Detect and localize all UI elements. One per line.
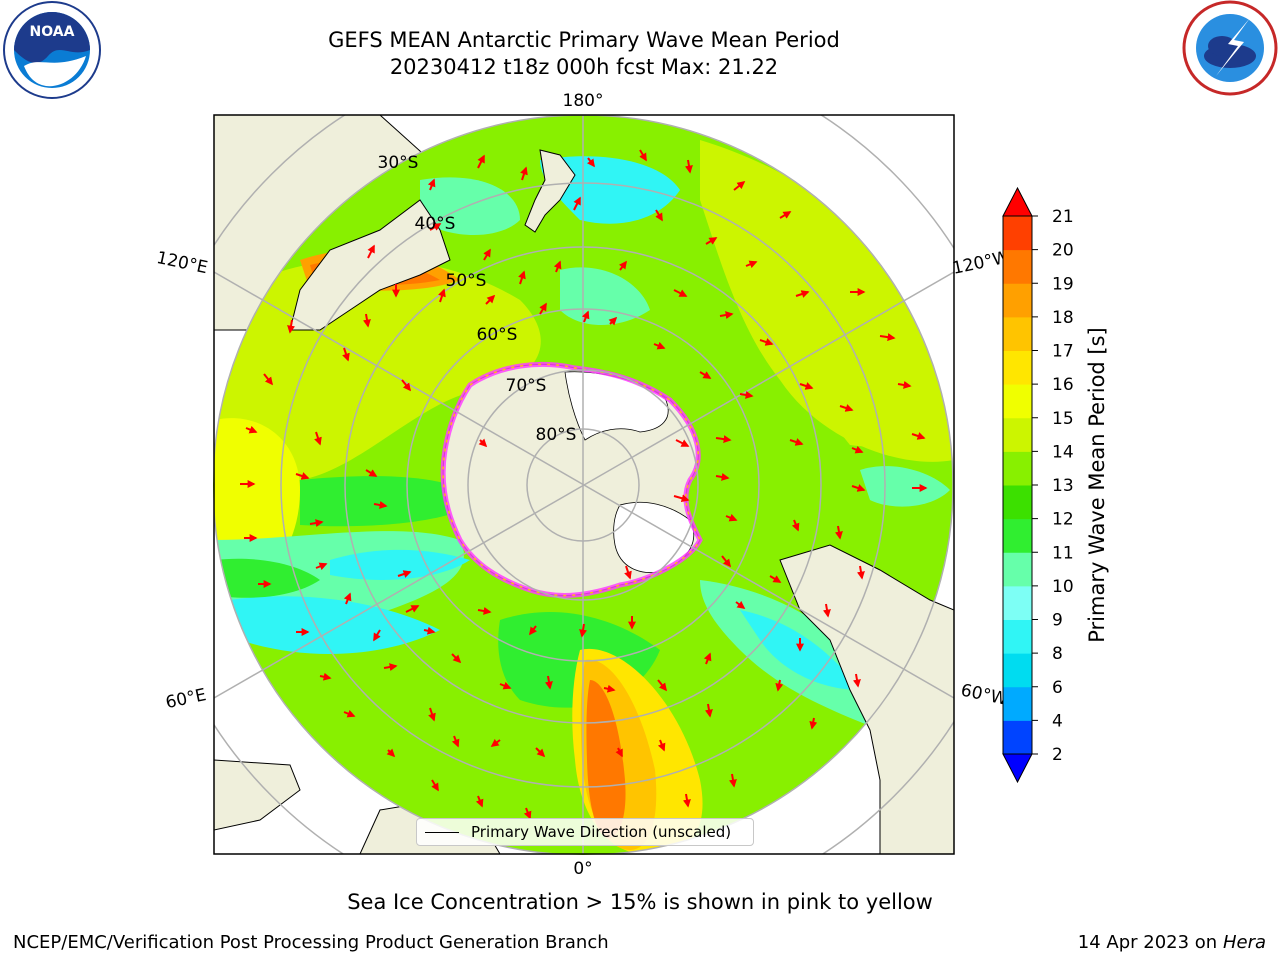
colorbar-tick-label: 8	[1052, 644, 1063, 664]
colorbar: 2 4 6 8 9 10 11 12 13 14 15 16 17 18 19 20 21	[1002, 186, 1074, 784]
colorbar-segment	[1003, 451, 1032, 486]
colorbar-segment	[1003, 283, 1032, 318]
lat-label-30s: 30°S	[378, 153, 419, 173]
producer-credit: NCEP/EMC/Verification Post Processing Pr…	[13, 932, 609, 953]
colorbar-tick-label: 14	[1052, 442, 1074, 462]
colorbar-tick-label: 15	[1052, 409, 1074, 429]
run-date-text: 14 Apr 2023 on	[1077, 932, 1218, 953]
nws-logo	[1182, 0, 1278, 96]
lat-label-60s: 60°S	[477, 325, 518, 345]
colorbar-over-arrow	[1002, 186, 1033, 217]
colorbar-tick-label: 10	[1052, 577, 1074, 597]
colorbar-tick-label: 6	[1052, 678, 1063, 698]
lon-label-top: 180°	[563, 91, 604, 111]
colorbar-tick-label: 12	[1052, 510, 1074, 530]
wave-direction-arrows	[240, 149, 928, 820]
lat-label-80s: 80°S	[536, 425, 577, 445]
colorbar-tick-label: 17	[1052, 342, 1074, 362]
noaa-logo: NOAA	[3, 1, 101, 99]
colorbar-tick-label: 21	[1052, 207, 1074, 227]
run-host: Hera	[1222, 932, 1266, 953]
noaa-logo-text: NOAA	[30, 24, 75, 40]
colorbar-tick-label: 9	[1052, 611, 1063, 631]
colorbar-tick-label: 20	[1052, 241, 1074, 261]
colorbar-segment	[1003, 384, 1032, 419]
colorbar-segment	[1003, 720, 1032, 755]
colorbar-tick-label: 16	[1052, 375, 1074, 395]
colorbar-title: Primary Wave Mean Period [s]	[1085, 327, 1109, 643]
lon-label-upper-left: 120°E	[155, 248, 210, 278]
lat-label-70s: 70°S	[506, 376, 547, 396]
lon-label-upper-right: 120°W	[951, 247, 1012, 279]
colorbar-tick-label: 13	[1052, 476, 1074, 496]
colorbar-under-arrow	[1002, 753, 1033, 784]
colorbar-tick-label: 11	[1052, 543, 1074, 563]
colorbar-segment	[1003, 619, 1032, 654]
map-title: GEFS MEAN Antarctic Primary Wave Mean Pe…	[328, 28, 840, 52]
colorbar-tick-label: 18	[1052, 308, 1074, 328]
colorbar-segment	[1003, 585, 1032, 620]
colorbar-segment	[1003, 216, 1032, 251]
lat-label-50s: 50°S	[446, 271, 487, 291]
graticule	[214, 115, 954, 854]
colorbar-segment	[1003, 417, 1032, 452]
legend-line-sample	[425, 831, 459, 833]
lon-label-lower-right: 60°W	[959, 680, 1009, 709]
colorbar-segment	[1003, 485, 1032, 520]
colorbar-segment	[1003, 653, 1032, 688]
colorbar-tick-label: 2	[1052, 745, 1063, 765]
colorbar-tick-label: 4	[1052, 711, 1063, 731]
sea-ice-note: Sea Ice Concentration > 15% is shown in …	[347, 890, 933, 914]
colorbar-segment	[1003, 350, 1032, 385]
lon-label-bottom: 0°	[573, 859, 592, 879]
run-date: 14 Apr 2023 on Hera	[1078, 932, 1266, 953]
lat-label-40s: 40°S	[415, 214, 456, 234]
map-subtitle: 20230412 t18z 000h fcst Max: 21.22	[389, 55, 779, 79]
colorbar-segment	[1003, 249, 1032, 284]
colorbar-tick-label: 19	[1052, 274, 1074, 294]
colorbar-segment	[1003, 316, 1032, 351]
legend-label: Primary Wave Direction (unscaled)	[471, 823, 732, 841]
colorbar-segment	[1003, 552, 1032, 587]
colorbar-segment	[1003, 518, 1032, 553]
colorbar-segment	[1003, 686, 1032, 721]
map-legend: Primary Wave Direction (unscaled)	[416, 818, 754, 846]
lon-label-lower-left: 60°E	[164, 685, 208, 713]
